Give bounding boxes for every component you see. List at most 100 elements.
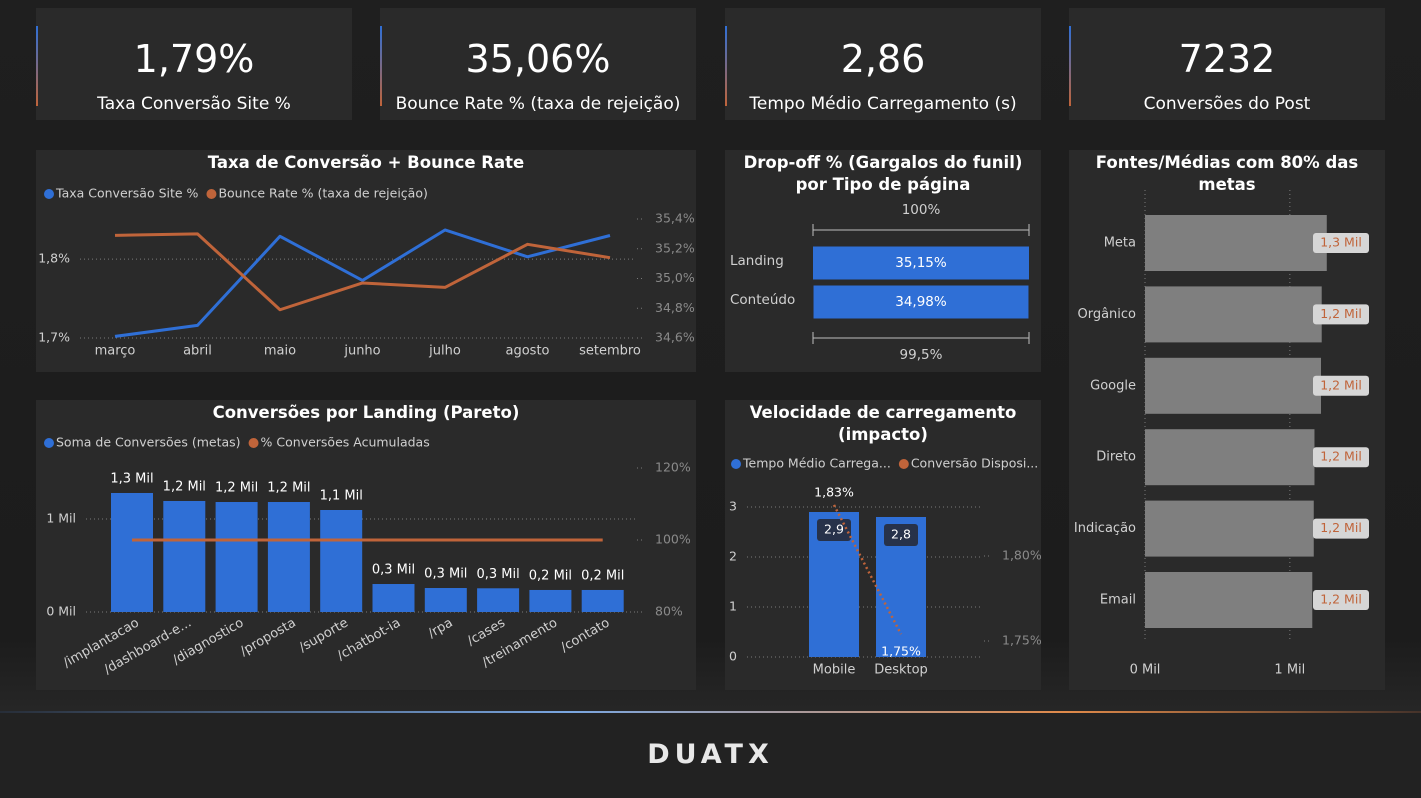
category-label: Orgânico [1077, 307, 1136, 322]
funnel-bar [813, 246, 1029, 280]
data-label-bg [1313, 233, 1369, 253]
y2-tick-label: 35,0% [655, 270, 695, 285]
legend-label: % Conversões Acumuladas [261, 435, 430, 450]
data-label: 35,15% [895, 255, 947, 271]
x-tick-label: julho [428, 344, 461, 359]
data-label-bg [884, 524, 918, 546]
y-tick-label: 1,8% [38, 251, 70, 266]
chart-panel: 100% 35,15% Landing 34,98% Conteúdo 99,5% Drop… [725, 150, 1041, 372]
y2-tick-label: 34,6% [655, 330, 695, 345]
data-label-bg [1313, 590, 1369, 610]
data-label: 1,2 Mil [1320, 306, 1362, 321]
y2-tick-label: 80% [655, 604, 683, 619]
bar [581, 589, 624, 612]
bar [215, 502, 258, 612]
category-label: Direto [1096, 450, 1136, 465]
data-label: 1,3 Mil [1320, 235, 1362, 250]
y2-tick-label: 120% [655, 460, 691, 475]
y2-tick-label: 1,80% [1002, 547, 1041, 562]
y-tick-label: 2 [729, 549, 737, 564]
y-tick-label: 1 [729, 599, 737, 614]
x-tick-label: 1 Mil [1274, 663, 1305, 678]
top-label: 100% [902, 202, 941, 218]
category-label: Landing [730, 253, 784, 269]
data-label: 1,2 Mil [215, 481, 258, 496]
kpi-card: 2,86 Tempo Médio Carregamento (s) [725, 8, 1041, 120]
y-tick-label: 1 Mil [46, 511, 76, 526]
x-tick-label: Mobile [813, 663, 856, 678]
bar [1145, 500, 1314, 557]
x-tick-label: 0 Mil [1130, 663, 1161, 678]
bar [1145, 215, 1327, 271]
chart-title: Velocidade de carregamento (impacto) [749, 403, 1017, 444]
legend-marker [44, 189, 54, 199]
kpi-label: Tempo Médio Carregamento (s) [749, 94, 1017, 114]
chart: 0 1 2 3 1,75% 1,80% Mobile Desktop Tempo Médio C… [729, 456, 1041, 678]
data-label-bg [817, 519, 851, 541]
x-tick-label: abril [183, 344, 212, 359]
bar [320, 509, 363, 612]
bar [529, 589, 572, 612]
category-label: Google [1090, 378, 1136, 393]
data-label: 1,75% [881, 644, 921, 659]
kpi-card: 7232 Conversões do Post [1069, 8, 1385, 120]
category-label: Meta [1104, 236, 1136, 251]
legend-label: Taxa Conversão Site % [55, 186, 199, 201]
data-label: 0,3 Mil [372, 563, 415, 578]
chart-title: Taxa de Conversão + Bounce Rate [207, 153, 525, 172]
logo: DUATX [647, 739, 774, 770]
y2-tick-label: 35,2% [655, 240, 695, 255]
chart-panel: 1,7% 1,8% 34,6% 34,8% 35,0% 35,2% 35,4% março ab… [36, 150, 696, 372]
x-tick-label: /dashboard-e... [101, 616, 194, 678]
data-label-bg [1313, 375, 1369, 396]
legend-marker [44, 438, 54, 448]
x-tick-label: junho [343, 344, 380, 359]
data-label: 1,1 Mil [320, 488, 363, 503]
legend-label: Bounce Rate % (taxa de rejeição) [218, 186, 427, 201]
legend-marker [731, 459, 741, 469]
y-tick-label: 3 [729, 499, 737, 514]
bar [111, 492, 153, 612]
series-line [832, 504, 903, 635]
footer: DUATX [0, 713, 1421, 798]
data-label-bg [1313, 447, 1369, 468]
series-line [114, 232, 611, 312]
bar [477, 588, 520, 612]
data-label: 1,2 Mil [1320, 449, 1362, 464]
chart-title: Drop-off % (Gargalos do funil) por Tipo … [743, 153, 1023, 194]
y2-tick-label: 34,8% [655, 300, 695, 315]
legend-label: Conversão Disposi... [911, 456, 1038, 471]
data-label: 2,8 [891, 527, 911, 542]
data-label: 1,2 Mil [267, 481, 310, 496]
x-tick-label: maio [264, 344, 296, 359]
data-label: 1,3 Mil [110, 471, 153, 486]
data-label: 2,9 [824, 522, 844, 537]
data-label: 0,2 Mil [581, 568, 624, 583]
chart: 1,7% 1,8% 34,6% 34,8% 35,0% 35,2% 35,4% março ab… [38, 186, 695, 359]
x-tick-label: /contato [558, 615, 612, 655]
data-label: 1,83% [814, 484, 854, 499]
bar [372, 584, 415, 612]
bar [1145, 572, 1313, 628]
legend-label: Soma de Conversões (metas) [56, 435, 241, 450]
bar [1145, 357, 1321, 414]
legend-marker [898, 459, 909, 469]
x-tick-label: Desktop [874, 663, 928, 678]
legend-label: Tempo Médio Carrega... [742, 456, 891, 471]
y-tick-label: 1,7% [38, 330, 70, 345]
kpi-label: Conversões do Post [1143, 94, 1311, 114]
y-tick-label: 0 Mil [46, 604, 76, 619]
kpi-accent [725, 26, 727, 106]
data-label: 0,2 Mil [529, 568, 572, 583]
kpi-accent [1069, 26, 1071, 106]
kpi-label: Bounce Rate % (taxa de rejeição) [395, 94, 681, 114]
kpi-value: 2,86 [840, 37, 926, 81]
legend-marker [206, 189, 217, 199]
kpi-card: 35,06% Bounce Rate % (taxa de rejeição) [380, 8, 696, 120]
kpi-label: Taxa Conversão Site % [97, 94, 291, 114]
chart-panel: 0 1 2 3 1,75% 1,80% Mobile Desktop Tempo Médio C… [725, 400, 1041, 690]
data-label-bg [1313, 518, 1369, 539]
kpi-value: 1,79% [133, 37, 255, 81]
